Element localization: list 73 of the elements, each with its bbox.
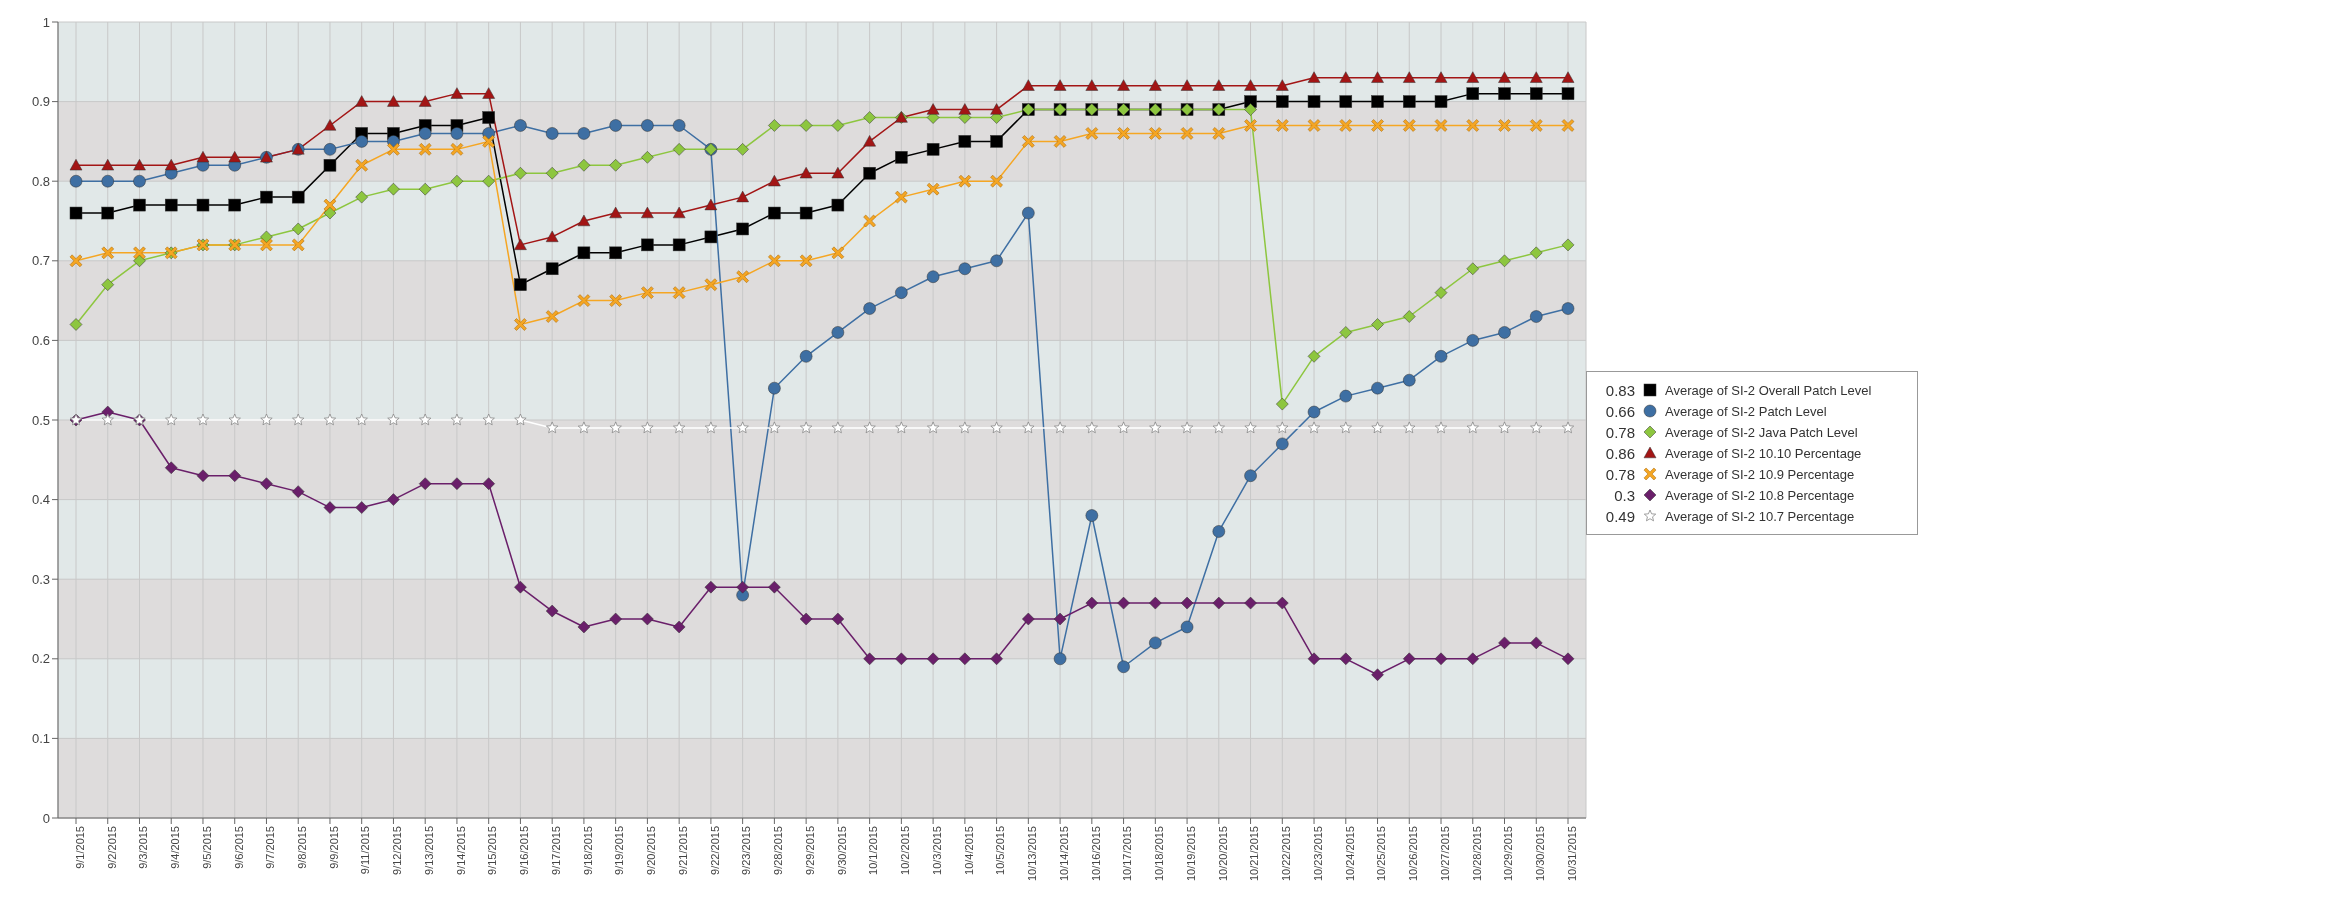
x-tick-label: 9/1/2015 [73, 826, 86, 869]
x-tick-label: 10/25/2015 [1375, 826, 1388, 882]
x-tick-label: 10/27/2015 [1438, 826, 1451, 882]
y-tick-label: 0.7 [31, 253, 50, 269]
x-tick-label: 10/4/2015 [962, 826, 975, 875]
x-tick-label: 10/3/2015 [930, 826, 943, 875]
legend-label: Average of SI-2 10.8 Percentage [1665, 487, 1856, 503]
y-tick-label: 0.4 [31, 492, 50, 508]
legend-label: Average of SI-2 Java Patch Level [1665, 424, 1859, 440]
x-tick-label: 9/3/2015 [137, 826, 150, 869]
x-tick-label: 9/30/2015 [835, 826, 848, 875]
x-tick-label: 10/2/2015 [899, 826, 912, 875]
text: 0.78 [1604, 465, 1635, 483]
x-tick-label: 10/5/2015 [994, 826, 1007, 875]
x-tick-label: 9/14/2015 [454, 826, 467, 875]
y-tick-label: 0.2 [31, 651, 50, 667]
text: 0.66 [1604, 402, 1635, 420]
x-tick-label: 10/28/2015 [1470, 826, 1483, 882]
x-tick-label: 9/22/2015 [708, 826, 721, 875]
text: 0.49 [1604, 507, 1635, 525]
x-tick-label: 9/12/2015 [391, 826, 404, 875]
text: 0.83 [1604, 381, 1635, 399]
text: 0.78 [1604, 423, 1635, 441]
x-tick-label: 9/2/2015 [105, 826, 118, 869]
y-tick-label: 1 [42, 14, 50, 30]
x-tick-label: 9/9/2015 [327, 826, 340, 869]
y-tick-label: 0.8 [31, 173, 50, 189]
x-tick-label: 9/29/2015 [803, 826, 816, 875]
legend-label: Average of SI-2 10.9 Percentage [1665, 466, 1856, 482]
x-tick-label: 9/5/2015 [200, 826, 213, 869]
x-tick-label: 10/31/2015 [1565, 826, 1578, 882]
legend-label: Average of SI-2 10.10 Percentage [1665, 445, 1863, 461]
x-tick-label: 9/4/2015 [169, 826, 182, 869]
x-tick-label: 10/23/2015 [1311, 826, 1324, 882]
x-tick-label: 9/11/2015 [359, 826, 372, 875]
x-tick-label: 10/19/2015 [1184, 826, 1197, 882]
x-tick-label: 9/21/2015 [676, 826, 689, 875]
y-tick-label: 0.5 [31, 412, 50, 428]
x-tick-label: 9/16/2015 [518, 826, 531, 875]
y-tick-label: 0.6 [31, 333, 50, 349]
x-tick-label: 10/16/2015 [1089, 826, 1102, 882]
x-tick-label: 10/29/2015 [1502, 826, 1515, 882]
x-tick-label: 10/30/2015 [1534, 826, 1547, 882]
x-tick-label: 9/13/2015 [423, 826, 435, 875]
x-tick-label: 9/20/2015 [645, 826, 658, 875]
x-tick-label: 10/18/2015 [1153, 826, 1166, 882]
x-tick-label: 9/6/2015 [232, 826, 245, 869]
x-tick-label: 10/26/2015 [1407, 826, 1420, 882]
legend-label: Average of SI-2 Patch Level [1665, 403, 1828, 419]
text: 0.86 [1604, 444, 1635, 462]
x-tick-label: 10/21/2015 [1248, 826, 1261, 882]
y-tick-label: 0 [42, 810, 50, 826]
x-tick-label: 9/28/2015 [772, 826, 785, 875]
x-tick-label: 9/17/2015 [549, 826, 562, 875]
x-tick-label: 9/7/2015 [264, 826, 277, 869]
y-tick-label: 0.9 [31, 94, 50, 110]
y-tick-label: 0.3 [31, 571, 50, 587]
x-tick-label: 10/24/2015 [1343, 826, 1356, 882]
x-tick-label: 10/13/2015 [1026, 826, 1039, 882]
legend-label: Average of SI-2 10.7 Percentage [1665, 508, 1856, 524]
x-tick-label: 9/8/2015 [296, 826, 309, 869]
x-tick-label: 9/19/2015 [613, 826, 626, 875]
x-tick-label: 9/15/2015 [486, 826, 499, 875]
legend-label: Average of SI-2 Overall Patch Level [1665, 382, 1873, 398]
text: 0.3 [1613, 486, 1635, 504]
x-tick-label: 10/20/2015 [1216, 826, 1229, 882]
x-tick-label: 9/18/2015 [581, 826, 594, 875]
x-tick-label: 10/17/2015 [1121, 826, 1134, 882]
y-tick-label: 0.1 [31, 731, 50, 747]
x-tick-label: 10/1/2015 [867, 826, 880, 875]
x-tick-label: 10/14/2015 [1057, 826, 1070, 882]
x-tick-label: 9/23/2015 [740, 826, 753, 875]
x-tick-label: 10/22/2015 [1280, 826, 1293, 882]
